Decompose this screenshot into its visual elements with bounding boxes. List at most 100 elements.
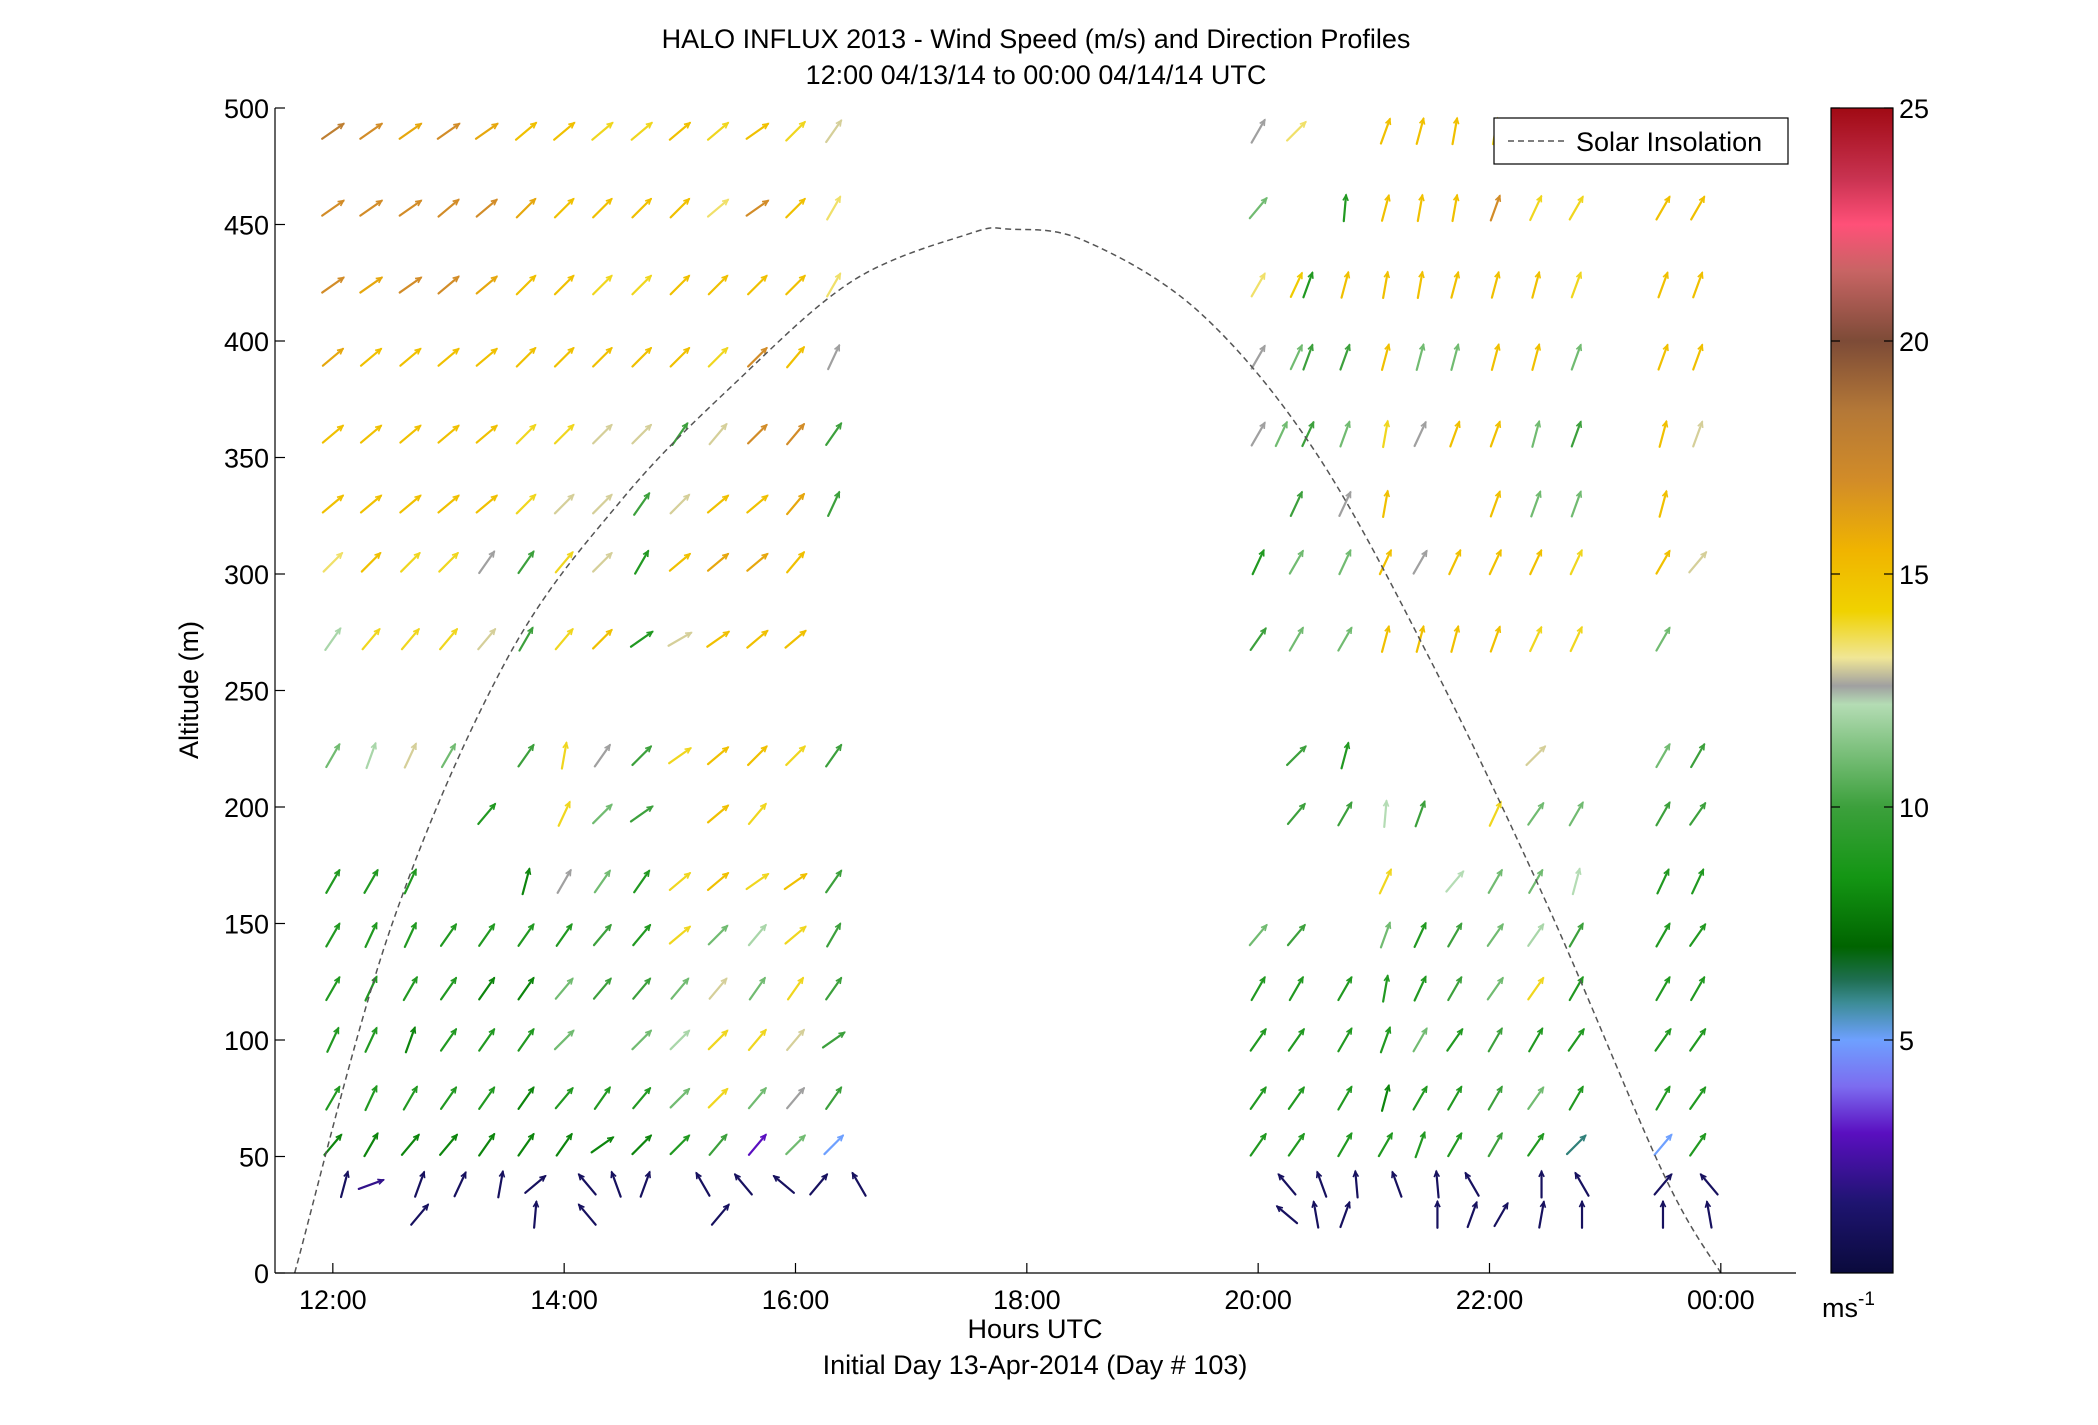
wind-vector-shaft — [746, 552, 769, 572]
wind-vector-shaft — [404, 1026, 416, 1054]
wind-vector — [1337, 1085, 1353, 1111]
wind-vector-shaft — [1689, 923, 1707, 947]
wind-vector-shaft — [1412, 1085, 1428, 1111]
wind-vector — [1382, 270, 1391, 299]
wind-vector-head — [372, 868, 379, 877]
wind-vector-head — [1662, 343, 1669, 352]
wind-vector — [1413, 975, 1427, 1002]
wind-vector-shaft — [747, 924, 767, 947]
wind-vector-head — [1698, 742, 1706, 751]
wind-vector — [1689, 1086, 1707, 1110]
wind-vector — [1531, 270, 1542, 299]
wind-vector — [706, 198, 730, 218]
wind-vector-head — [1578, 1027, 1585, 1036]
wind-vector-shaft — [515, 197, 537, 219]
wind-vector-shaft — [398, 276, 423, 294]
wind-vector — [1288, 975, 1304, 1002]
wind-vector — [1302, 271, 1314, 299]
wind-vector-head — [1259, 1086, 1267, 1094]
wind-vector — [475, 347, 499, 367]
wind-vector-head — [1342, 193, 1349, 202]
wind-vector — [1287, 1132, 1305, 1157]
wind-vector-head — [450, 976, 458, 985]
wind-vector-head — [683, 493, 691, 501]
wind-vector — [517, 743, 535, 768]
wind-vector-head — [1345, 548, 1352, 557]
wind-vector — [1380, 193, 1391, 222]
wind-vector-head — [644, 1029, 653, 1037]
wind-vector-shaft — [439, 1133, 458, 1156]
wind-vector-head — [1704, 1200, 1712, 1208]
wind-vector-shaft — [785, 274, 806, 296]
wind-vector-head — [1496, 1027, 1503, 1035]
wind-vector-head — [1418, 270, 1425, 279]
wind-vector — [1690, 195, 1706, 221]
wind-vector — [1447, 1131, 1463, 1158]
wind-vector-shaft — [359, 199, 383, 217]
wind-vector — [1249, 627, 1267, 651]
wind-vector-shaft — [1493, 1202, 1509, 1228]
wind-vector — [784, 925, 807, 945]
wind-vector-shaft — [1527, 802, 1545, 826]
wind-vector — [1302, 343, 1314, 371]
wind-vector — [1486, 976, 1504, 1001]
wind-vector — [478, 1086, 496, 1110]
wind-vector-head — [761, 122, 770, 130]
wind-vector-head — [759, 923, 767, 932]
colorbar-ticks: 5 10 15 20 25 — [1831, 94, 1929, 1056]
wind-vector — [1434, 1199, 1441, 1229]
wind-vector-shaft — [631, 197, 652, 219]
chart-title: HALO INFLUX 2013 - Wind Speed (m/s) and … — [662, 24, 1411, 54]
wind-vector-shaft — [1527, 923, 1545, 947]
wind-vector — [363, 1131, 379, 1158]
wind-vector-head — [604, 923, 612, 932]
wind-vector — [403, 742, 417, 769]
wind-vector-shaft — [1287, 1086, 1305, 1110]
wind-vector-head — [761, 629, 769, 637]
wind-vector — [399, 347, 422, 367]
wind-vector — [786, 422, 806, 446]
wind-vector — [1570, 420, 1583, 448]
wind-vector-shaft — [747, 1087, 767, 1110]
wind-vector-shaft — [474, 122, 499, 140]
wind-vector-shaft — [786, 423, 805, 446]
wind-vector-shaft — [1488, 549, 1502, 576]
wind-vector-shaft — [667, 631, 693, 647]
wind-vector-head — [799, 629, 807, 637]
wind-vector-head — [606, 121, 614, 129]
wind-vector-shaft — [592, 347, 613, 368]
wind-vector-shaft — [325, 922, 341, 948]
wind-vector — [1248, 923, 1268, 947]
wind-vector-shaft — [1337, 976, 1353, 1002]
wind-vector-head — [1418, 342, 1426, 351]
wind-vector — [593, 869, 611, 894]
wind-vector-head — [772, 1174, 780, 1182]
wind-vector — [1656, 868, 1670, 895]
wind-vector — [823, 1134, 845, 1156]
wind-vector-head — [567, 274, 575, 282]
colorbar-tick-label: 5 — [1899, 1026, 1914, 1056]
wind-vector-head — [683, 872, 692, 880]
colorbar-tick-label: 25 — [1899, 94, 1929, 124]
wind-vector — [440, 742, 457, 769]
wind-vector-head — [412, 627, 420, 636]
wind-vector — [667, 631, 693, 647]
wind-vector — [517, 976, 535, 1001]
wind-vector-head — [1665, 1173, 1673, 1181]
wind-vector — [478, 1132, 496, 1157]
wind-vector-shaft — [1657, 343, 1669, 371]
wind-vector-shaft — [706, 746, 730, 766]
wind-vector — [593, 743, 611, 768]
wind-vector — [827, 490, 841, 517]
wind-vector — [668, 552, 692, 572]
wind-vector — [1449, 420, 1461, 448]
wind-vector — [436, 122, 461, 140]
wind-vector — [592, 628, 613, 650]
wind-vector-head — [410, 921, 417, 930]
wind-vector — [325, 922, 341, 948]
wind-vector-head — [720, 1133, 728, 1141]
wind-vector — [786, 976, 805, 1001]
wind-vector — [747, 1133, 767, 1156]
wind-vector — [631, 423, 653, 445]
wind-vector-head — [646, 805, 654, 813]
